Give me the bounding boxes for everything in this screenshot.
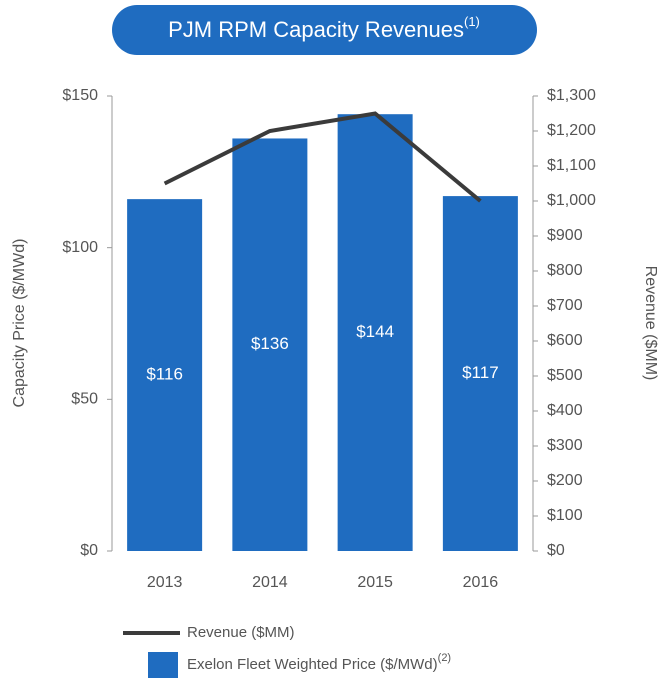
y2-tick-label: $900 <box>547 227 583 244</box>
x-tick-label: 2016 <box>463 574 499 591</box>
chart-title: PJM RPM Capacity Revenues(1) <box>168 14 480 41</box>
title-text: PJM RPM Capacity Revenues <box>168 17 464 42</box>
y-tick-label: $0 <box>80 542 98 559</box>
legend-text: Exelon Fleet Weighted Price ($/MWd) <box>187 656 438 673</box>
y2-tick-label: $600 <box>547 332 583 349</box>
y2-tick-label: $0 <box>547 542 565 559</box>
legend-superscript: (2) <box>438 652 451 664</box>
y-tick-label: $50 <box>71 391 98 408</box>
y2-axis-label: Revenue ($MM) <box>642 266 659 381</box>
title-superscript: (1) <box>464 14 480 29</box>
bar <box>232 138 308 551</box>
x-tick-label: 2015 <box>357 574 393 591</box>
y2-tick-label: $700 <box>547 297 583 314</box>
y2-tick-label: $1,200 <box>547 122 596 139</box>
y2-tick-label: $800 <box>547 262 583 279</box>
legend-text: Revenue ($MM) <box>187 624 295 641</box>
title-pill <box>112 5 537 55</box>
y2-tick-label: $200 <box>547 472 583 489</box>
x-tick-label: 2013 <box>147 574 183 591</box>
y2-tick-label: $300 <box>547 437 583 454</box>
x-tick-label: 2014 <box>252 574 288 591</box>
y2-tick-label: $1,000 <box>547 192 596 209</box>
y2-tick-label: $400 <box>547 402 583 419</box>
bar <box>127 199 203 551</box>
data-label: $136 <box>251 334 289 353</box>
bar <box>337 114 413 551</box>
bar <box>442 196 518 551</box>
legend-label: Revenue ($MM) <box>187 624 295 641</box>
y2-tick-label: $100 <box>547 507 583 524</box>
y2-tick-label: $1,300 <box>547 87 596 104</box>
y-tick-label: $100 <box>62 239 98 256</box>
data-label: $144 <box>356 322 394 341</box>
line <box>163 111 482 203</box>
y2-tick-label: $1,100 <box>547 157 596 174</box>
y-tick-label: $150 <box>62 87 98 104</box>
data-label: $116 <box>146 365 183 384</box>
legend-swatch <box>148 652 178 678</box>
y2-tick-label: $500 <box>547 367 583 384</box>
legend-label: Exelon Fleet Weighted Price ($/MWd)(2) <box>187 652 451 673</box>
data-label: $117 <box>462 363 499 382</box>
y-axis-label: Capacity Price ($/MWd) <box>11 239 28 408</box>
